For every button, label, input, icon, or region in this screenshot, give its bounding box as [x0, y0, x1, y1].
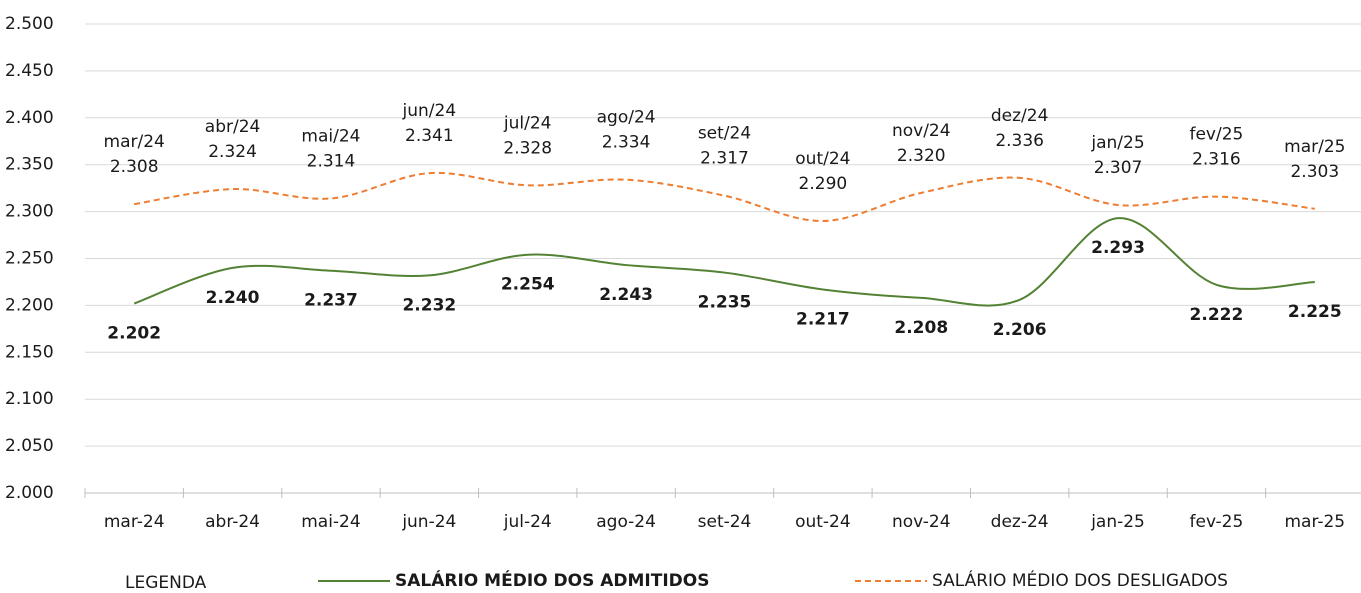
point-label: nov/24 — [892, 121, 951, 141]
x-tick-label: mar-25 — [1284, 512, 1345, 532]
point-label: out/24 — [795, 149, 850, 169]
x-tick-label: set-24 — [698, 512, 752, 532]
y-tick-label: 2.350 — [5, 155, 54, 175]
data-label: 2.320 — [897, 146, 946, 166]
y-tick-label: 2.300 — [5, 202, 54, 222]
x-tick-label: jul-24 — [503, 512, 552, 532]
data-label: 2.316 — [1192, 150, 1241, 170]
data-label: 2.290 — [799, 174, 848, 194]
data-label: 2.324 — [208, 142, 257, 162]
data-label: 2.307 — [1094, 158, 1143, 178]
x-tick-label: jun-24 — [401, 512, 456, 532]
x-tick-label: out-24 — [795, 512, 851, 532]
point-label: mai/24 — [301, 126, 360, 146]
data-label: 2.341 — [405, 126, 454, 146]
data-label: 2.225 — [1288, 302, 1342, 322]
data-label: 2.237 — [304, 291, 358, 311]
point-label: mar/25 — [1284, 137, 1345, 157]
x-tick-label: mar-24 — [104, 512, 165, 532]
y-tick-label: 2.450 — [5, 61, 54, 81]
point-label: jan/25 — [1090, 133, 1144, 153]
legend-label: SALÁRIO MÉDIO DOS ADMITIDOS — [395, 569, 709, 591]
data-label: 2.206 — [993, 320, 1047, 340]
data-label: 2.317 — [700, 149, 749, 169]
x-tick-label: fev-25 — [1190, 512, 1244, 532]
x-tick-label: abr-24 — [205, 512, 260, 532]
point-label: jun/24 — [402, 101, 457, 121]
point-label: mar/24 — [104, 132, 165, 152]
y-tick-label: 2.500 — [5, 14, 54, 34]
x-tick-label: jan-25 — [1090, 512, 1145, 532]
data-label: 2.202 — [107, 324, 161, 344]
data-label: 2.336 — [995, 131, 1044, 151]
y-tick-label: 2.400 — [5, 108, 54, 128]
x-tick-label: ago-24 — [596, 512, 656, 532]
y-tick-label: 2.200 — [5, 295, 54, 315]
data-label: 2.222 — [1190, 305, 1244, 325]
data-label: 2.217 — [796, 309, 850, 329]
data-label: 2.243 — [599, 285, 653, 305]
data-label: 2.240 — [206, 288, 260, 308]
data-label: 2.293 — [1091, 238, 1145, 258]
y-tick-label: 2.050 — [5, 436, 54, 456]
x-tick-label: dez-24 — [991, 512, 1049, 532]
data-label: 2.334 — [602, 133, 651, 153]
data-label: 2.314 — [307, 151, 356, 171]
point-label: fev/25 — [1189, 125, 1243, 145]
point-label: set/24 — [698, 124, 751, 144]
point-label: dez/24 — [991, 106, 1049, 126]
y-tick-label: 2.250 — [5, 249, 54, 269]
data-label: 2.328 — [503, 138, 552, 158]
data-label: 2.208 — [894, 318, 948, 338]
legend-label: SALÁRIO MÉDIO DOS DESLIGADOS — [932, 569, 1228, 591]
line — [134, 171, 1315, 222]
y-tick-label: 2.100 — [5, 389, 54, 409]
point-label: jul/24 — [503, 113, 552, 133]
x-tick-label: mai-24 — [301, 512, 360, 532]
legend-title: LEGENDA — [125, 573, 207, 593]
point-label: abr/24 — [205, 117, 261, 137]
line — [133, 217, 1315, 307]
data-label: 2.232 — [402, 295, 456, 315]
x-tick-label: nov-24 — [892, 512, 951, 532]
data-label: 2.254 — [501, 275, 555, 295]
data-label: 2.308 — [110, 157, 159, 177]
data-label: 2.303 — [1290, 162, 1339, 182]
y-tick-label: 2.000 — [5, 483, 54, 503]
data-label: 2.235 — [698, 293, 752, 313]
y-tick-label: 2.150 — [5, 342, 54, 362]
point-label: ago/24 — [597, 108, 656, 128]
